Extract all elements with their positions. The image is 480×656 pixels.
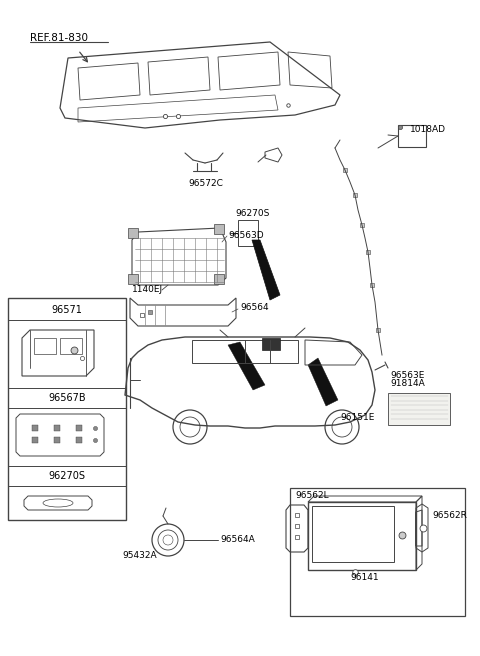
Text: 96571: 96571 [51,305,83,315]
Bar [8,298,126,520]
Bar [34,338,56,354]
Polygon shape [252,240,280,300]
Text: 96572C: 96572C [188,178,223,188]
Text: 96151E: 96151E [340,413,374,422]
Bar [370,283,374,287]
Bar [214,274,224,284]
Bar [238,220,258,246]
Bar [128,228,138,238]
Bar [60,338,82,354]
Bar [366,250,370,254]
Text: 91814A: 91814A [390,380,425,388]
Text: 96563E: 96563E [390,371,424,380]
Text: 96270S: 96270S [48,471,85,481]
Text: 95432A: 95432A [123,550,157,560]
Text: 96270S: 96270S [235,209,269,218]
Bar [308,502,416,570]
Polygon shape [308,358,338,406]
Bar [262,338,280,350]
Text: 96564: 96564 [240,304,269,312]
Bar [376,328,380,332]
Text: 96141: 96141 [350,573,379,583]
Bar [360,223,364,227]
Text: 96567B: 96567B [48,393,86,403]
Text: 96562R: 96562R [432,510,467,520]
Polygon shape [228,342,265,390]
Bar [128,274,138,284]
Text: 96564A: 96564A [220,535,255,544]
Bar [312,506,394,562]
Bar [388,393,450,425]
Text: 96562L: 96562L [295,491,329,499]
Bar [290,488,465,616]
Text: 1018AD: 1018AD [410,125,446,134]
Bar [343,168,347,172]
Bar [398,125,426,147]
Text: REF.81-830: REF.81-830 [30,33,88,43]
Bar [353,193,357,197]
Text: 1140EJ: 1140EJ [132,285,163,295]
Text: 96563D: 96563D [228,230,264,239]
Bar [214,224,224,234]
